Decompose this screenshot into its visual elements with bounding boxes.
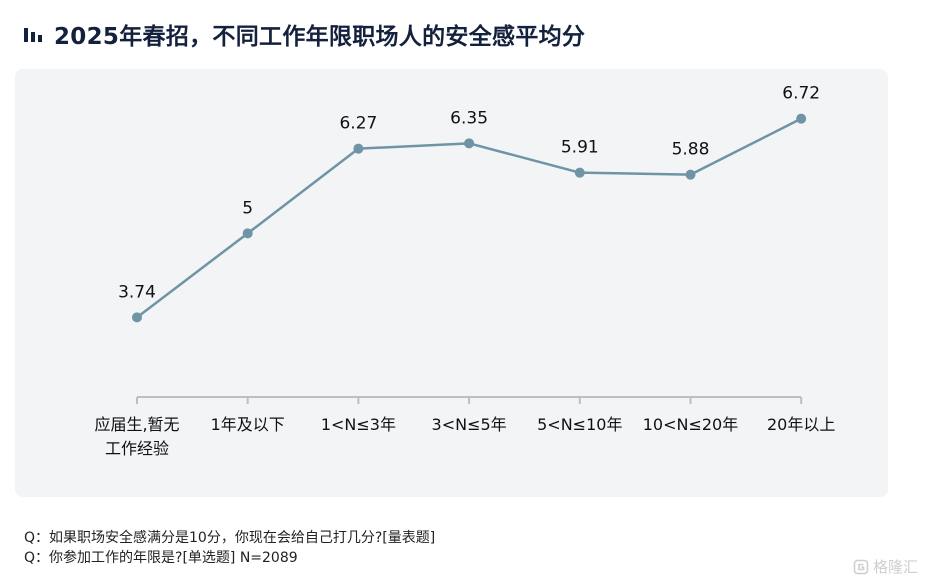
data-point	[464, 138, 475, 149]
footnote-question-years: Q：你参加工作的年限是?[单选题] N=2089	[24, 550, 298, 566]
chart-title: 2025年春招，不同工作年限职场人的安全感平均分	[54, 24, 586, 50]
x-tick-label: 5<N≤10年	[537, 415, 622, 434]
x-tick-label: 10<N≤20年	[643, 415, 739, 434]
data-label: 6.35	[450, 108, 488, 128]
data-label: 3.74	[118, 282, 156, 302]
data-point	[132, 312, 142, 323]
x-tick-label: 1<N≤3年	[321, 415, 396, 434]
data-point	[242, 228, 253, 239]
x-tick-label: 3<N≤5年	[432, 415, 507, 434]
footnotes: Q：如果职场安全感满分是10分，你现在会给自己打几分?[量表题] Q：你参加工作…	[24, 528, 435, 568]
chart-header: 2025年春招，不同工作年限职场人的安全感平均分	[22, 18, 585, 50]
data-point	[353, 143, 364, 154]
bar-chart-icon	[24, 28, 42, 42]
data-label: 5.88	[672, 140, 710, 160]
data-point	[685, 169, 696, 180]
x-tick-label: 1年及以下	[211, 415, 285, 434]
data-label: 6.27	[339, 114, 377, 134]
gelonghui-logo-icon	[853, 559, 869, 574]
footnote-question-score: Q：如果职场安全感满分是10分，你现在会给自己打几分?[量表题]	[24, 530, 436, 546]
x-tick-label: 20年以上	[767, 415, 835, 434]
data-label: 5	[242, 198, 253, 218]
chart-panel	[15, 69, 888, 497]
x-tick-label: 应届生,暂无	[94, 415, 179, 434]
data-point	[796, 113, 807, 124]
watermark: 格隆汇	[853, 556, 918, 577]
data-label: 6.72	[782, 84, 820, 104]
watermark-text: 格隆汇	[872, 558, 918, 576]
x-tick-label: 工作经验	[105, 439, 169, 458]
data-point	[574, 167, 585, 178]
data-label: 5.91	[561, 138, 599, 158]
